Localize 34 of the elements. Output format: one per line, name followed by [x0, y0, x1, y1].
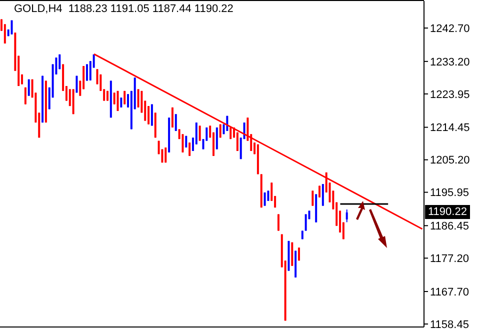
y-tick-label: 1195.95 — [430, 187, 469, 200]
candlestick — [198, 125, 201, 142]
candlestick — [116, 90, 119, 112]
candlestick — [298, 247, 300, 262]
candlestick — [4, 24, 6, 44]
y-tick-label: 1214.45 — [430, 122, 470, 134]
candlestick — [346, 208, 348, 223]
y-tick-label: 1223.95 — [430, 88, 470, 101]
candlestick — [28, 78, 30, 96]
y-tick-label: 1233.20 — [430, 56, 470, 68]
y-tick-label: 1242.70 — [430, 22, 470, 35]
candlestick — [124, 90, 126, 105]
candlestick — [304, 214, 307, 232]
candlestick — [264, 192, 266, 206]
candlestick — [10, 20, 13, 35]
candlestick — [322, 184, 324, 206]
candlestick — [312, 190, 314, 206]
chart-title: GOLD,H4 1188.23 1191.05 1187.44 1190.22 — [14, 3, 234, 15]
candlestick — [219, 124, 222, 138]
y-tick-label: 1158.45 — [430, 318, 469, 331]
candlestick — [277, 214, 280, 232]
y-tick-label: 1186.45 — [430, 220, 469, 233]
candlestick — [236, 132, 238, 152]
candlestick — [291, 242, 294, 266]
y-tick-label: 1205.20 — [430, 154, 470, 167]
candlestick — [120, 97, 122, 108]
candlestick — [188, 142, 191, 156]
text: 1190.22 — [425, 205, 470, 220]
candlestick — [24, 86, 26, 105]
y-tick-label: 1167.70 — [430, 286, 469, 298]
candlestick — [171, 106, 174, 128]
y-tick-label: 1177.20 — [430, 253, 469, 266]
candlestick — [174, 114, 177, 132]
candlestick — [86, 64, 88, 82]
